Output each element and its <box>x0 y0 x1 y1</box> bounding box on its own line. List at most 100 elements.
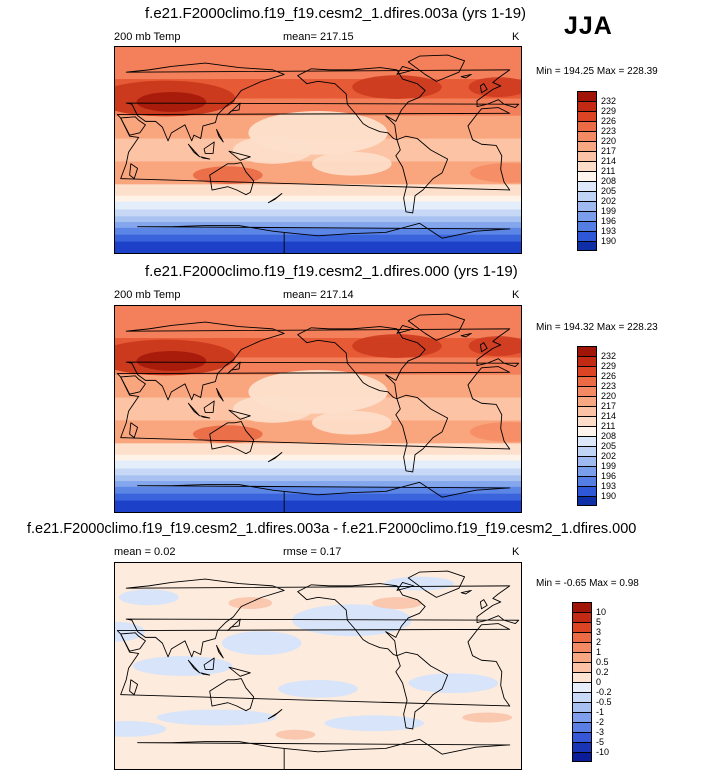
panel-top-map <box>114 46 522 254</box>
panel-middle-mean-label: mean= 217.14 <box>283 289 354 301</box>
colorbar-frame <box>577 346 597 506</box>
colorbar-label: -10 <box>596 747 610 757</box>
colorbar-label: 2 <box>596 637 602 647</box>
colorbar-label: 214 <box>601 156 617 166</box>
colorbar-label: 199 <box>601 206 617 216</box>
colorbar-box <box>577 91 597 101</box>
colorbar-label: 1 <box>596 647 602 657</box>
colorbar-box <box>572 642 592 652</box>
panel-bottom-minmax: Min = -0.65 Max = 0.98 <box>536 578 639 589</box>
colorbar-label: -2 <box>596 717 605 727</box>
colorbar-box <box>577 131 597 141</box>
colorbar-label: 226 <box>601 371 617 381</box>
colorbar-box <box>577 476 597 486</box>
colorbar-box <box>572 682 592 692</box>
panel-bottom-mean-label: mean = 0.02 <box>114 546 176 558</box>
colorbar-label: 211 <box>601 421 616 431</box>
colorbar-box <box>572 662 592 672</box>
colorbar-box <box>577 231 597 241</box>
colorbar-label: 190 <box>601 236 617 246</box>
colorbar-box <box>577 101 597 111</box>
colorbar-label: 0.5 <box>596 657 609 667</box>
colorbar-label: 190 <box>601 491 617 501</box>
colorbar-box <box>577 396 597 406</box>
colorbar-label: 217 <box>601 401 617 411</box>
colorbar-label: 3 <box>596 627 602 637</box>
colorbar-box <box>572 672 592 682</box>
panel-top-title: f.e21.F2000climo.f19_f19.cesm2_1.dfires.… <box>145 5 527 22</box>
colorbar-box <box>577 406 597 416</box>
colorbar-box <box>577 121 597 131</box>
panel-top-left-label: 200 mb Temp <box>114 31 181 43</box>
colorbar-box <box>577 151 597 161</box>
colorbar-label: 205 <box>601 186 617 196</box>
colorbar-label: 0 <box>596 677 602 687</box>
colorbar-box <box>577 141 597 151</box>
colorbar-box <box>577 386 597 396</box>
colorbar-box <box>577 416 597 426</box>
colorbar-box <box>572 602 592 612</box>
colorbar-box <box>577 496 597 506</box>
colorbar-label: 205 <box>601 441 617 451</box>
colorbar-box <box>577 241 597 251</box>
colorbar-label: 5 <box>596 617 602 627</box>
panel-bottom-map <box>114 562 522 770</box>
colorbar-box <box>572 692 592 702</box>
colorbar-box <box>577 161 597 171</box>
colorbar-label: 0.2 <box>596 667 609 677</box>
colorbar-box <box>577 486 597 496</box>
colorbar-box <box>572 612 592 622</box>
colorbar-box <box>577 211 597 221</box>
season-label: JJA <box>564 12 613 40</box>
colorbar-box <box>577 111 597 121</box>
colorbar-label: 226 <box>601 116 617 126</box>
colorbar-box <box>572 732 592 742</box>
colorbar-label: 202 <box>601 196 617 206</box>
colorbar-box <box>577 201 597 211</box>
panel-middle-title: f.e21.F2000climo.f19_f19.cesm2_1.dfires.… <box>145 263 518 280</box>
colorbar-label: 208 <box>601 431 617 441</box>
colorbar-box <box>577 191 597 201</box>
colorbar-box <box>577 346 597 356</box>
colorbar-box <box>572 652 592 662</box>
colorbar-label: -0.5 <box>596 697 612 707</box>
colorbar-label: -5 <box>596 737 605 747</box>
colorbar-label: -1 <box>596 707 605 717</box>
colorbar-box <box>572 742 592 752</box>
colorbar-box <box>577 366 597 376</box>
panel-bottom-units: K <box>512 546 520 558</box>
colorbar-label: 223 <box>601 381 617 391</box>
colorbar-label: -3 <box>596 727 605 737</box>
colorbar-label: 196 <box>601 216 617 226</box>
panel-top-minmax: Min = 194.25 Max = 228.39 <box>536 66 658 77</box>
colorbar-frame <box>577 91 597 251</box>
colorbar-label: 193 <box>601 481 617 491</box>
panel-top-units: K <box>512 31 520 43</box>
colorbar-label: 220 <box>601 391 617 401</box>
colorbar-box <box>572 752 592 762</box>
colorbar-label: 202 <box>601 451 617 461</box>
colorbar-box <box>572 702 592 712</box>
panel-bottom-title: f.e21.F2000climo.f19_f19.cesm2_1.dfires.… <box>27 521 637 537</box>
panel-middle-map <box>114 305 522 513</box>
colorbar-label: 223 <box>601 126 617 136</box>
colorbar-box <box>577 171 597 181</box>
colorbar-label: 211 <box>601 166 616 176</box>
colorbar-label: 10 <box>596 607 607 617</box>
panel-bottom-rmse-label: rmse = 0.17 <box>283 546 342 558</box>
colorbar-box <box>577 446 597 456</box>
panel-middle-left-label: 200 mb Temp <box>114 289 181 301</box>
colorbar-box <box>572 712 592 722</box>
colorbar-label: 232 <box>601 351 617 361</box>
colorbar-label: 193 <box>601 226 617 236</box>
colorbar-box <box>577 426 597 436</box>
colorbar-label: 196 <box>601 471 617 481</box>
colorbar-label: 220 <box>601 136 617 146</box>
colorbar-box <box>577 181 597 191</box>
colorbar-label: 232 <box>601 96 617 106</box>
colorbar-frame <box>572 602 592 762</box>
colorbar-box <box>577 456 597 466</box>
colorbar-box <box>577 356 597 366</box>
colorbar-box <box>577 221 597 231</box>
panel-middle-units: K <box>512 289 520 301</box>
